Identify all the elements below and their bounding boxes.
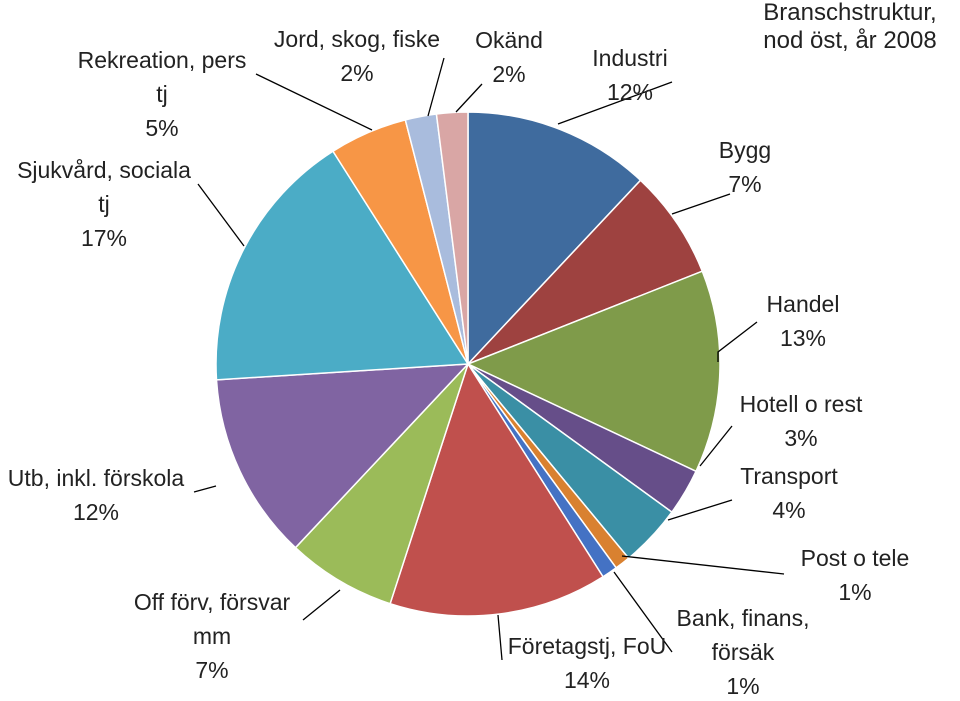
- slice-value-label: 17%: [81, 225, 127, 251]
- slice-value-label: 7%: [195, 657, 228, 683]
- leader-line: [671, 193, 731, 215]
- pie-slice: [467, 111, 642, 366]
- pie-slice: [435, 111, 469, 365]
- slice-value-label: 4%: [772, 497, 805, 523]
- slice-name-label: Okänd: [475, 27, 543, 53]
- leader-line: [427, 57, 445, 117]
- slice-value-label: 7%: [728, 171, 761, 197]
- slice-value-label: 1%: [726, 673, 759, 699]
- pie-slice: [466, 270, 721, 473]
- slice-name-label: tj: [98, 191, 110, 217]
- leader-line: [455, 83, 483, 113]
- leader-line: [193, 485, 217, 493]
- slice-name-label: Utb, inkl. förskola: [8, 465, 185, 491]
- slice-name-label: Hotell o rest: [740, 391, 863, 417]
- slice-name-label: mm: [193, 623, 231, 649]
- slice-labels: Industri 12% Bygg 7% Handel 13% Hotell o rest 3…: [8, 26, 910, 699]
- leader-line: [497, 614, 503, 661]
- pie-slices: [215, 111, 721, 617]
- slice-value-label: 2%: [340, 60, 373, 86]
- leader-line: [557, 81, 673, 125]
- slice-name-label: Jord, skog, fiske: [274, 26, 440, 52]
- leader-line: [255, 73, 373, 131]
- slice-value-label: 3%: [784, 425, 817, 451]
- slice-name-label: Bank, finans,: [677, 605, 810, 631]
- leader-line: [302, 589, 341, 621]
- slice-name-label: Rekreation, pers: [78, 47, 247, 73]
- slice-value-label: 12%: [607, 79, 653, 105]
- slice-name-label: Transport: [740, 463, 838, 489]
- slice-name-label: Post o tele: [801, 545, 910, 571]
- pie-slice: [467, 179, 704, 365]
- leader-line: [667, 499, 733, 521]
- pie-slice: [389, 362, 605, 617]
- pie-slice: [215, 150, 470, 381]
- pie-slice: [294, 363, 469, 605]
- chart-title-line: Branschstruktur,: [763, 0, 936, 26]
- slice-name-label: Bygg: [719, 137, 771, 163]
- slice-value-label: 5%: [145, 115, 178, 141]
- leader-line: [717, 321, 758, 362]
- slice-name-label: Off förv, försvar: [134, 589, 291, 615]
- chart-title-line: nod öst, år 2008: [763, 27, 936, 54]
- chart-title: Branschstruktur,nod öst, år 2008: [763, 0, 936, 54]
- slice-name-label: Industri: [592, 45, 667, 71]
- slice-value-label: 14%: [564, 667, 610, 693]
- slice-value-label: 12%: [73, 499, 119, 525]
- pie-slice: [215, 363, 470, 549]
- slice-value-label: 13%: [780, 325, 826, 351]
- slice-name-label: Handel: [767, 291, 840, 317]
- leader-line: [699, 425, 733, 467]
- slice-value-label: 1%: [838, 579, 871, 605]
- slice-name-label: försäk: [712, 639, 775, 665]
- leader-line: [197, 183, 245, 247]
- slice-name-label: Sjukvård, sociala: [17, 157, 191, 183]
- leader-line: [621, 555, 785, 575]
- slice-value-label: 2%: [492, 61, 525, 87]
- leader-lines: [193, 57, 785, 661]
- leader-line: [613, 571, 673, 653]
- slice-name-label: tj: [156, 81, 168, 107]
- slice-name-label: Företagstj, FoU: [508, 633, 667, 659]
